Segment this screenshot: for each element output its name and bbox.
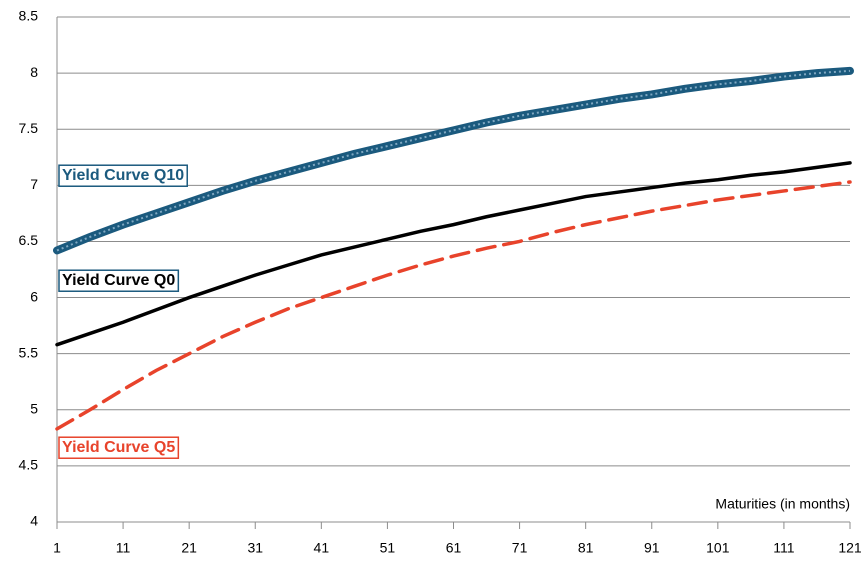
- series-line-highlight: [56, 69, 851, 252]
- y-tick-label: 7: [30, 176, 38, 192]
- y-tick-label: 8.5: [19, 8, 39, 24]
- annotation-box: [58, 436, 180, 459]
- x-tick-label: 11: [116, 540, 131, 556]
- plot: 44.555.566.577.588.51 11 21 31 41 51 61 71 81 91 1…: [19, 8, 862, 556]
- y-tick-label: 6: [30, 288, 38, 304]
- x-tick-label: 51: [380, 540, 396, 556]
- x-tick-label: 31: [247, 540, 263, 556]
- y-tick-label: 5: [30, 400, 38, 416]
- series-line: [55, 180, 852, 431]
- y-tick-label: 5.5: [19, 344, 39, 360]
- x-tick-label: 21: [181, 540, 197, 556]
- annotation: Yield Curve Q5: [62, 439, 175, 456]
- y-tick-label: 4.5: [19, 457, 39, 473]
- y-tick-label: 8: [30, 64, 38, 80]
- annotation-box: [58, 269, 180, 292]
- x-tick-label: 41: [314, 540, 330, 556]
- x-tick-label: 121: [838, 540, 862, 556]
- x-tick-label: 101: [706, 540, 730, 556]
- y-tick-label: 4: [30, 513, 38, 529]
- annotation: Yield Curve Q10: [62, 167, 184, 184]
- annotation: Yield Curve Q0: [62, 272, 175, 289]
- x-tick-label: 61: [446, 540, 462, 556]
- x-tick-label: 81: [578, 540, 594, 556]
- annotation-box: [58, 164, 188, 187]
- series-line: [55, 161, 852, 347]
- x-tick-label: 71: [512, 540, 528, 556]
- x-axis-label: Maturities (in months): [715, 496, 850, 512]
- y-tick-label: 6.5: [19, 232, 39, 248]
- y-tick-label: 7.5: [19, 120, 39, 136]
- x-tick-label: 91: [644, 540, 660, 556]
- x-tick-label: 111: [773, 540, 794, 556]
- x-tick-label: 1: [53, 540, 61, 556]
